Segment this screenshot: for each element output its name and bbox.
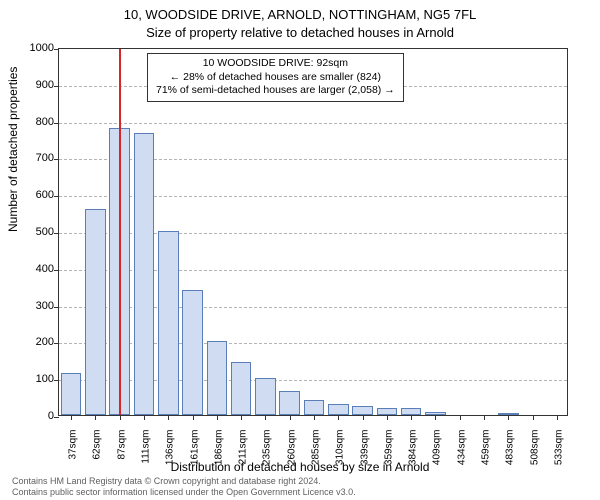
histogram-bar — [61, 373, 82, 415]
page-title-line2: Size of property relative to detached ho… — [0, 24, 600, 42]
xtick-mark — [144, 415, 145, 420]
xtick-label: 136sqm — [165, 430, 176, 470]
ytick-mark — [54, 307, 59, 308]
ytick-mark — [54, 196, 59, 197]
footer-attribution: Contains HM Land Registry data © Crown c… — [12, 476, 588, 499]
ytick-label: 600 — [14, 189, 54, 201]
ytick-mark — [54, 270, 59, 271]
xtick-mark — [338, 415, 339, 420]
xtick-mark — [387, 415, 388, 420]
histogram-bar — [134, 133, 155, 415]
histogram-bar — [401, 408, 422, 415]
histogram-bar — [304, 400, 325, 415]
annotation-line3: 71% of semi-detached houses are larger (… — [156, 84, 395, 98]
footer-line1: Contains HM Land Registry data © Crown c… — [12, 476, 588, 487]
ytick-label: 100 — [14, 373, 54, 385]
footer-line2: Contains public sector information licen… — [12, 487, 588, 498]
histogram-chart: 10 WOODSIDE DRIVE: 92sqm ← 28% of detach… — [58, 48, 568, 416]
annotation-box: 10 WOODSIDE DRIVE: 92sqm ← 28% of detach… — [147, 53, 404, 102]
xtick-label: 434sqm — [456, 430, 467, 470]
ytick-mark — [54, 417, 59, 418]
ytick-label: 900 — [14, 79, 54, 91]
ytick-label: 800 — [14, 116, 54, 128]
xtick-mark — [71, 415, 72, 420]
y-axis-label: Number of detached properties — [6, 67, 20, 232]
ytick-label: 700 — [14, 152, 54, 164]
xtick-label: 87sqm — [116, 430, 127, 470]
xtick-label: 533sqm — [553, 430, 564, 470]
xtick-mark — [557, 415, 558, 420]
xtick-label: 310sqm — [335, 430, 346, 470]
ytick-label: 400 — [14, 263, 54, 275]
xtick-label: 37sqm — [68, 430, 79, 470]
ytick-mark — [54, 380, 59, 381]
xtick-mark — [290, 415, 291, 420]
histogram-bar — [352, 406, 373, 415]
xtick-mark — [241, 415, 242, 420]
ytick-mark — [54, 159, 59, 160]
xtick-label: 211sqm — [238, 430, 249, 470]
xtick-mark — [314, 415, 315, 420]
xtick-mark — [411, 415, 412, 420]
xtick-label: 62sqm — [92, 430, 103, 470]
xtick-label: 483sqm — [505, 430, 516, 470]
xtick-label: 384sqm — [408, 430, 419, 470]
ytick-label: 200 — [14, 336, 54, 348]
histogram-bar — [377, 408, 398, 415]
histogram-bar — [207, 341, 228, 415]
page-title-line1: 10, WOODSIDE DRIVE, ARNOLD, NOTTINGHAM, … — [0, 6, 600, 24]
xtick-label: 186sqm — [213, 430, 224, 470]
ytick-label: 1000 — [14, 42, 54, 54]
xtick-label: 111sqm — [141, 430, 152, 470]
xtick-mark — [265, 415, 266, 420]
annotation-line1: 10 WOODSIDE DRIVE: 92sqm — [156, 57, 395, 71]
xtick-label: 359sqm — [383, 430, 394, 470]
xtick-mark — [460, 415, 461, 420]
annotation-line2: ← 28% of detached houses are smaller (82… — [156, 71, 395, 85]
xtick-label: 339sqm — [359, 430, 370, 470]
ytick-label: 0 — [14, 410, 54, 422]
xtick-mark — [95, 415, 96, 420]
ytick-label: 300 — [14, 300, 54, 312]
xtick-label: 409sqm — [432, 430, 443, 470]
xtick-label: 235sqm — [262, 430, 273, 470]
xtick-mark — [363, 415, 364, 420]
xtick-mark — [484, 415, 485, 420]
xtick-mark — [435, 415, 436, 420]
histogram-bar — [279, 391, 300, 415]
xtick-label: 161sqm — [189, 430, 200, 470]
xtick-mark — [168, 415, 169, 420]
ytick-mark — [54, 343, 59, 344]
ytick-mark — [54, 233, 59, 234]
histogram-bar — [85, 209, 106, 415]
xtick-label: 285sqm — [311, 430, 322, 470]
ytick-mark — [54, 123, 59, 124]
ytick-label: 500 — [14, 226, 54, 238]
xtick-label: 260sqm — [286, 430, 297, 470]
xtick-mark — [217, 415, 218, 420]
histogram-bar — [158, 231, 179, 415]
xtick-mark — [508, 415, 509, 420]
gridline — [59, 123, 567, 124]
xtick-mark — [193, 415, 194, 420]
xtick-mark — [533, 415, 534, 420]
xtick-mark — [120, 415, 121, 420]
marker-line — [119, 49, 121, 415]
ytick-mark — [54, 49, 59, 50]
xtick-label: 508sqm — [529, 430, 540, 470]
histogram-bar — [255, 378, 276, 415]
histogram-bar — [231, 362, 252, 415]
xtick-label: 459sqm — [481, 430, 492, 470]
ytick-mark — [54, 86, 59, 87]
histogram-bar — [328, 404, 349, 415]
histogram-bar — [182, 290, 203, 415]
